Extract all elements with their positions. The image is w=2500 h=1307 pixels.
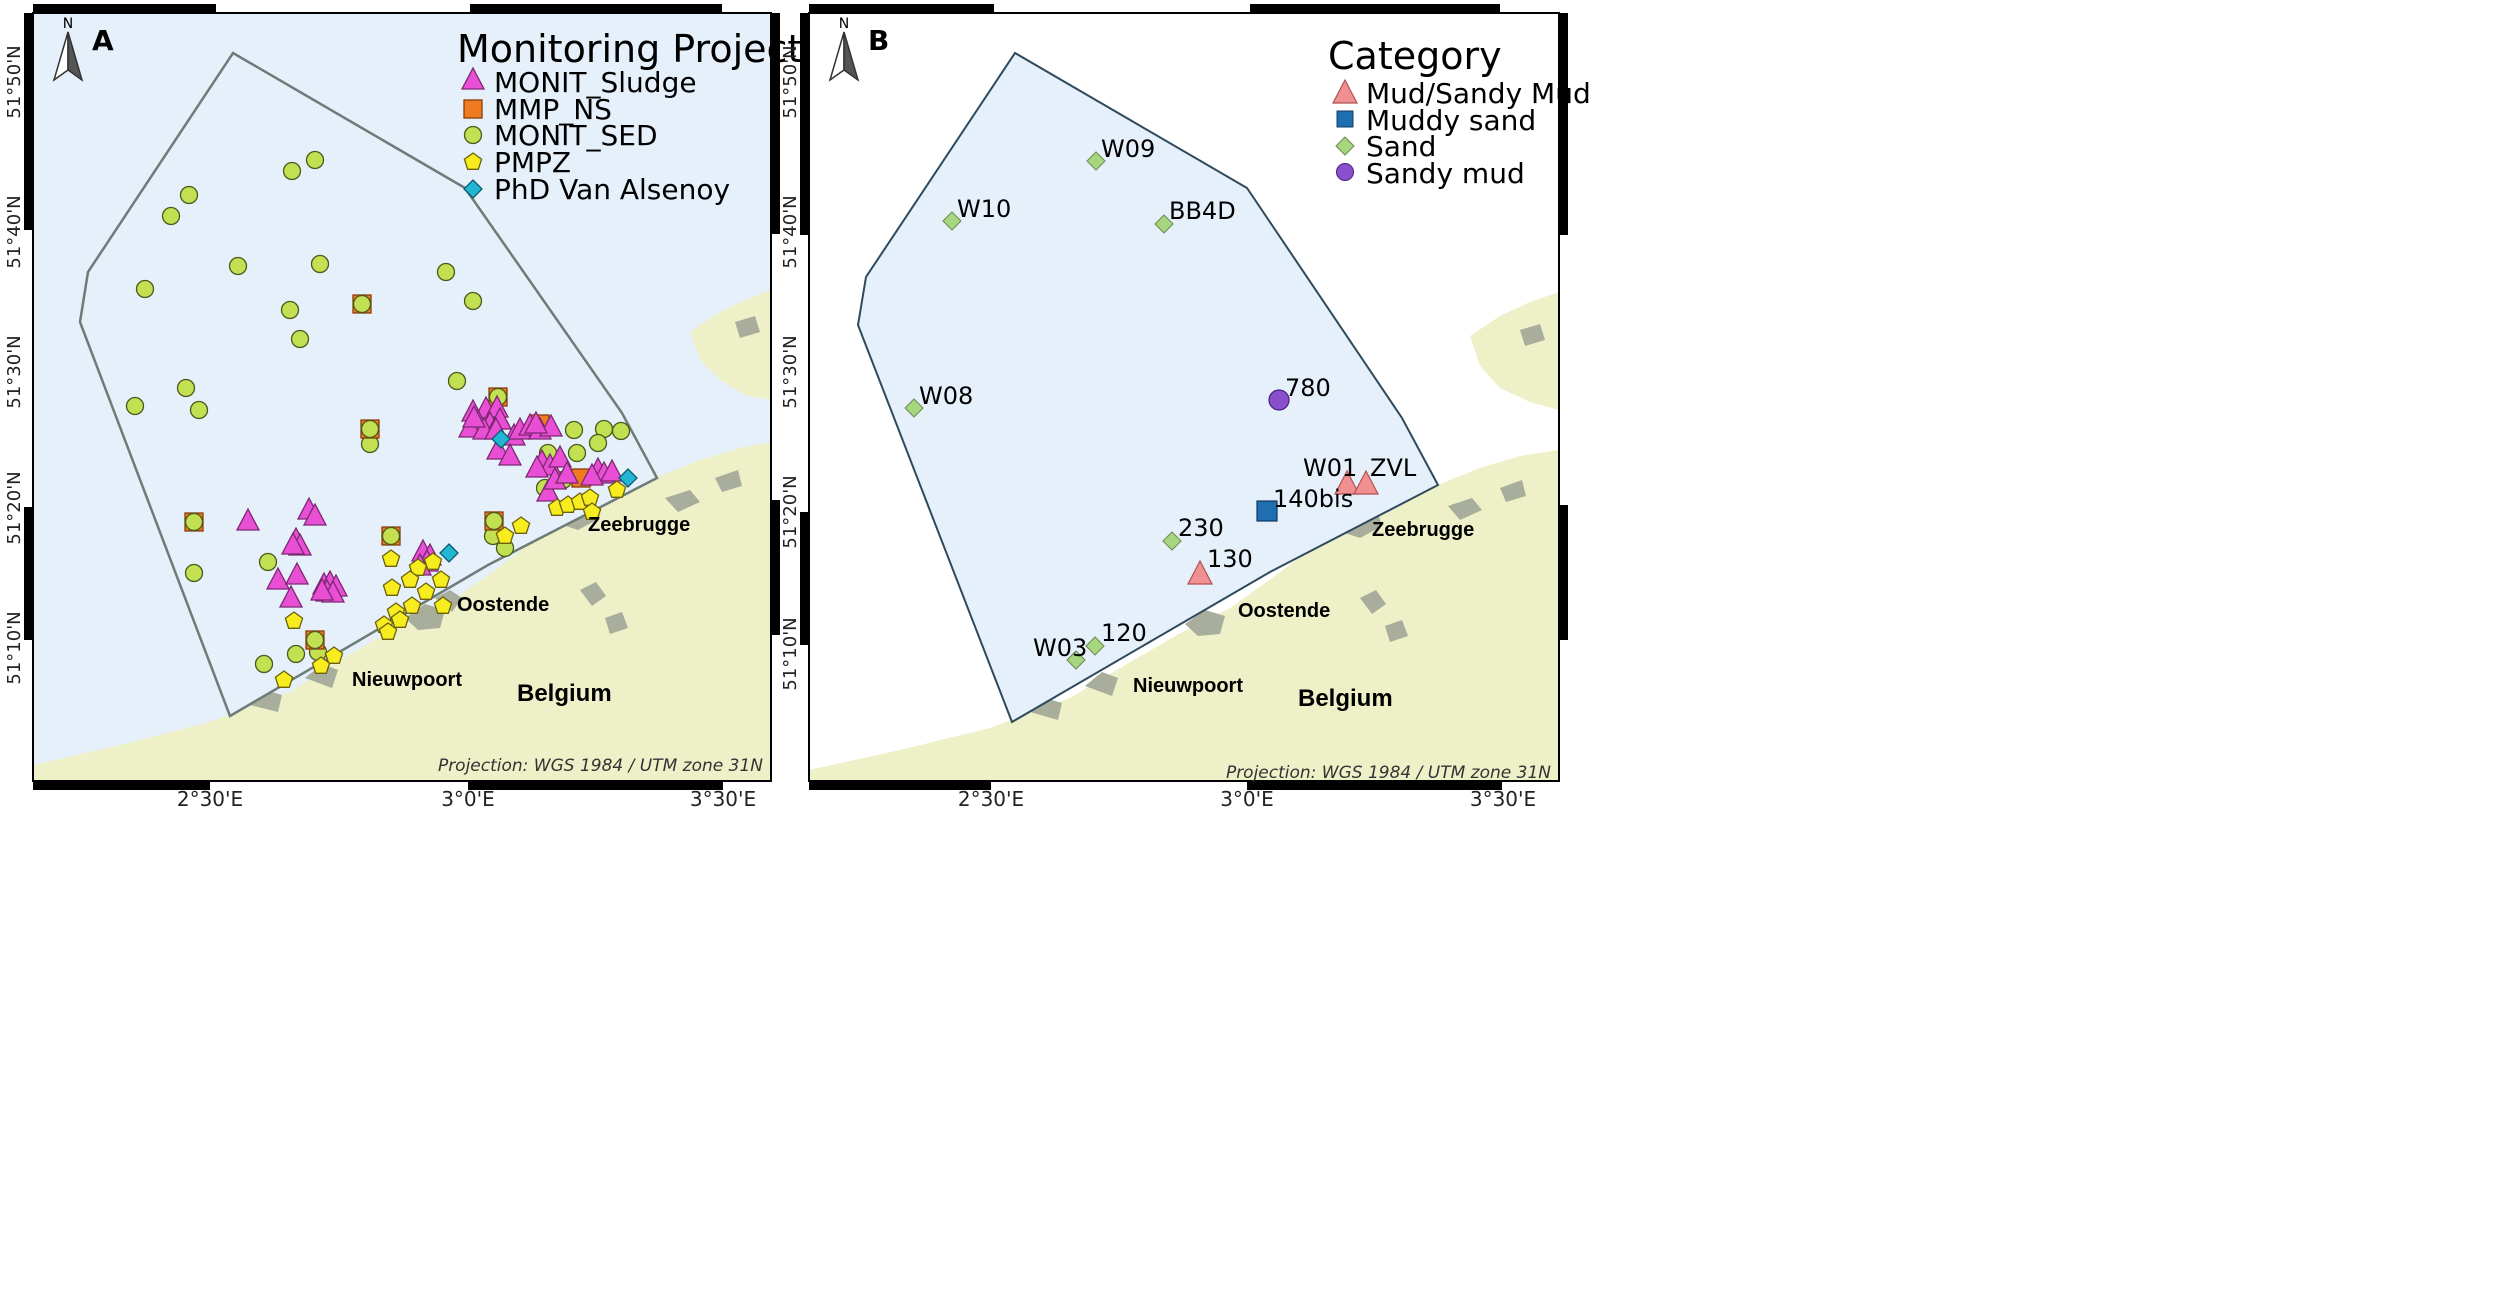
panel-b-legend: Category Mud/Sandy Mud Muddy sand Sand S… [1328,34,1591,190]
panel-b-lon-ticks: 2°30'E 3°0'E 3°30'E [958,787,1536,811]
panel-a-letter: A [92,24,114,57]
panel-a-lat-tick-4: 51°10'N [4,611,25,684]
panel-a-lon-ticks: 2°30'E 3°0'E 3°30'E [177,787,756,811]
panel-a-town-oostende: Oostende [457,594,549,616]
panel-a-legend: Monitoring Project MONIT_Sludge MMP_NS M… [457,27,802,206]
panel-b-lon-tick-2: 3°30'E [1470,787,1536,811]
panel-b-lat-ticks: 51°50'N 51°40'N 51°30'N 51°20'N 51°10'N [780,45,801,690]
panel-a-legend-item-4: PhD Van Alsenoy [494,173,730,206]
station-w08-label: W08 [919,382,973,410]
panel-a-lat-tick-1: 51°40'N [4,195,25,268]
panel-a-lat-tick-3: 51°20'N [4,471,25,544]
station-w10-label: W10 [957,195,1011,223]
panel-b-lat-tick-1: 51°40'N [780,195,801,268]
station-780-label: 780 [1285,374,1331,402]
station-w01-label: W01 [1303,454,1357,482]
station-120-label: 120 [1101,619,1147,647]
panel-b-stations: W09 W10 BB4D W08 780 W01 ZVL 140bis 230 … [904,135,1417,670]
panel-b-land-north [1470,292,1559,410]
panel-a-legend-item-3: PMPZ [494,146,571,179]
panel-b-land [809,450,1559,781]
panel-b-north-label: N [839,16,849,32]
panel-b-legend-item-3: Sandy mud [1366,157,1525,190]
panel-a-legend-item-0: MONIT_Sludge [494,66,697,99]
legend-sed-icon [463,125,483,145]
panel-a-legend-item-1: MMP_NS [494,93,612,126]
panel-a-legend-item-2: MONIT_SED [494,119,658,152]
panel-b-lat-tick-0: 51°50'N [780,45,801,118]
panel-b-town-oostende: Oostende [1238,600,1330,622]
legend-mmp-icon [463,99,483,119]
panel-b-legend-item-0: Mud/Sandy Mud [1366,77,1591,110]
panel-a-lon-tick-0: 2°30'E [177,787,243,811]
panel-b-letter: B [868,24,889,57]
panel-a-land [33,442,771,781]
panel-b-lon-tick-0: 2°30'E [958,787,1024,811]
panel-a: N A [4,4,802,811]
panel-a-country-label: Belgium [517,680,612,707]
station-140bis-label: 140bis [1273,485,1353,513]
panel-a-lon-tick-1: 3°0'E [441,787,495,811]
panel-a-town-zeebrugge: Zeebrugge [588,514,690,536]
panel-b-lat-tick-3: 51°20'N [780,475,801,548]
panel-a-legend-title: Monitoring Project [457,27,802,71]
panel-a-projection: Projection: WGS 1984 / UTM zone 31N [438,756,763,776]
panel-a-lat-tick-2: 51°30'N [4,335,25,408]
panel-a-frame [32,12,772,782]
panel-b-legend-title: Category [1328,34,1502,78]
panel-a-north-arrow-icon: N [53,16,83,81]
legend-muddy-sand-icon [1336,110,1354,128]
panel-b-study-area [856,51,1440,724]
panel-b-frame [808,12,1560,782]
panel-b-legend-item-2: Sand [1366,130,1436,163]
panel-b-lat-tick-2: 51°30'N [780,335,801,408]
panel-b-town-nieuwpoort: Nieuwpoort [1133,675,1243,697]
panel-b: N B W09 W10 BB4D W08 780 W01 ZVL 140bis … [780,4,1591,811]
panel-a-lat-ticks: 51°50'N 51°40'N 51°30'N 51°20'N 51°10'N [4,45,25,684]
panel-b-legend-item-1: Muddy sand [1366,104,1536,137]
panel-a-north-label: N [63,16,73,32]
station-bb4d-label: BB4D [1169,197,1236,225]
station-w03-label: W03 [1033,634,1087,662]
station-zvl-label: ZVL [1370,454,1417,482]
panel-b-graticule-bars [800,4,1568,790]
station-w09-label: W09 [1101,135,1155,163]
panel-b-lat-tick-4: 51°10'N [780,617,801,690]
panel-b-town-zeebrugge: Zeebrugge [1372,519,1474,541]
legend-sandy-mud-icon [1335,162,1355,182]
panel-a-lon-tick-2: 3°30'E [690,787,756,811]
panel-b-country-label: Belgium [1298,685,1393,712]
station-130-label: 130 [1207,545,1253,573]
panel-b-projection: Projection: WGS 1984 / UTM zone 31N [1226,763,1551,783]
panel-a-lat-tick-0: 51°50'N [4,45,25,118]
panel-a-graticule-bars [24,4,780,790]
panel-b-lon-tick-1: 3°0'E [1220,787,1274,811]
panel-b-north-arrow-icon: N [829,16,859,81]
panel-a-town-nieuwpoort: Nieuwpoort [352,669,462,691]
station-230-label: 230 [1178,514,1224,542]
